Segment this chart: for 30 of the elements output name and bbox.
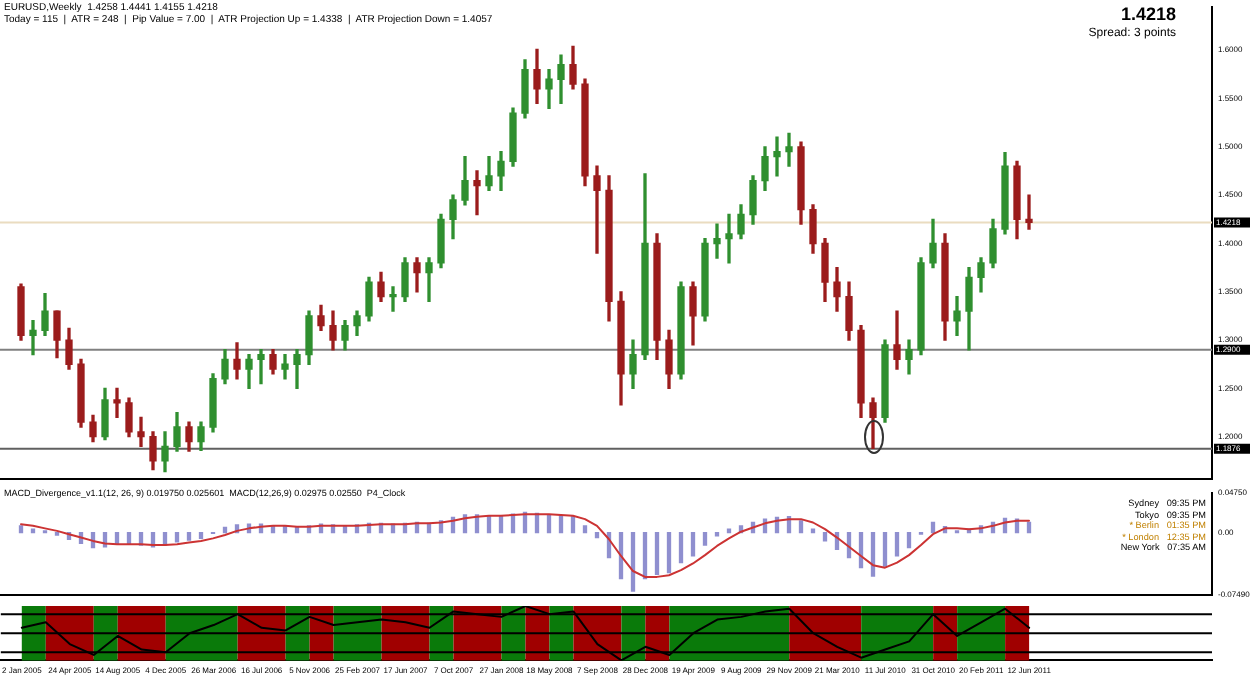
annotation: 1.4218 [1120, 4, 1176, 24]
candlestick [713, 223, 721, 259]
bar [894, 531, 900, 557]
bar [1026, 521, 1032, 534]
bar [186, 531, 192, 541]
bar [678, 531, 684, 564]
candlestick [137, 416, 145, 448]
candlestick [473, 170, 481, 216]
bar [702, 531, 708, 546]
candlestick [29, 320, 37, 356]
bar [654, 531, 660, 576]
candlestick [425, 257, 433, 303]
bar [18, 525, 24, 534]
bar [714, 531, 720, 537]
candlestick [725, 213, 733, 264]
candlestick [257, 349, 265, 385]
bar [198, 531, 204, 540]
candlestick [113, 387, 121, 419]
bar [666, 531, 672, 574]
candlestick [593, 165, 601, 254]
candlestick [785, 132, 793, 167]
candlestick [773, 136, 781, 177]
bar [882, 531, 888, 567]
candlestick [389, 286, 397, 312]
candlestick [1025, 194, 1033, 230]
bar [582, 525, 588, 534]
bar [822, 531, 828, 542]
bar [690, 531, 696, 557]
bar [798, 520, 804, 534]
bar [906, 531, 912, 549]
